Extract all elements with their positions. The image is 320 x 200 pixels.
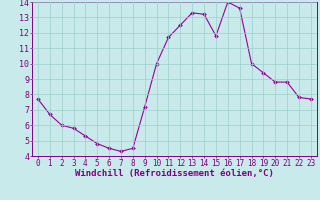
X-axis label: Windchill (Refroidissement éolien,°C): Windchill (Refroidissement éolien,°C): [75, 169, 274, 178]
